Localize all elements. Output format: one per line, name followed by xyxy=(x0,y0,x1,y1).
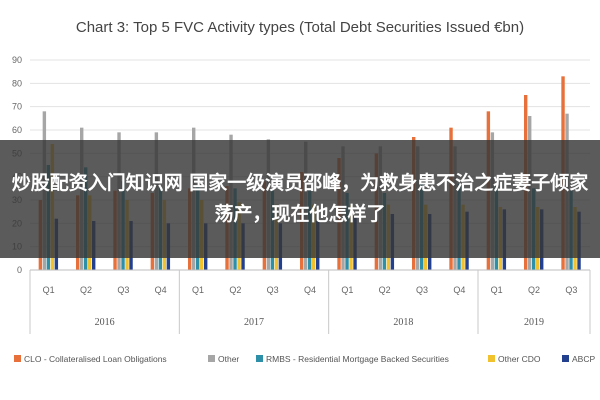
x-tick-label: Q2 xyxy=(80,285,92,295)
y-tick-label: 0 xyxy=(17,265,22,275)
year-label: 2016 xyxy=(95,317,115,328)
year-label: 2018 xyxy=(393,317,413,328)
x-tick-label: Q3 xyxy=(565,285,577,295)
legend-swatch xyxy=(14,355,21,362)
y-tick-label: 70 xyxy=(12,102,22,112)
x-tick-label: Q4 xyxy=(304,285,316,295)
x-tick-label: Q3 xyxy=(117,285,129,295)
y-tick-label: 90 xyxy=(12,55,22,65)
x-axis: Q1 Q2 Q3 Q4 Q1 Q2 Q3 Q4 Q1 Q2 Q3 Q4 Q1 Q2 Q3 2016 2017 20… xyxy=(29,269,591,334)
legend-swatch xyxy=(562,355,569,362)
legend-label: CLO - Collateralised Loan Obligations xyxy=(24,354,167,364)
x-tick-label: Q1 xyxy=(43,285,55,295)
legend-swatch xyxy=(488,355,495,362)
legend-swatch xyxy=(256,355,263,362)
legend-label: ABCP xyxy=(572,354,595,364)
y-tick-label: 60 xyxy=(12,125,22,135)
legend-swatch xyxy=(208,355,215,362)
legend: CLO - Collateralised Loan Obligations Oth… xyxy=(14,354,595,364)
legend-label: Other CDO xyxy=(498,354,541,364)
x-tick-label: Q1 xyxy=(192,285,204,295)
x-tick-label: Q2 xyxy=(528,285,540,295)
headline-text: 炒股配资入门知识网 国家一级演员邵峰，为救身患不治之症妻子倾家荡产，现在他怎样了 xyxy=(11,172,589,225)
x-tick-label: Q3 xyxy=(267,285,279,295)
year-label: 2019 xyxy=(524,317,544,328)
x-tick-label: Q1 xyxy=(491,285,503,295)
year-label: 2017 xyxy=(244,317,264,328)
x-tick-label: Q1 xyxy=(341,285,353,295)
x-tick-label: Q3 xyxy=(416,285,428,295)
x-tick-label: Q2 xyxy=(379,285,391,295)
x-tick-label: Q2 xyxy=(229,285,241,295)
legend-label: Other xyxy=(218,354,239,364)
x-tick-label: Q4 xyxy=(155,285,167,295)
legend-label: RMBS - Residential Mortgage Backed Secur… xyxy=(266,354,449,364)
y-tick-label: 80 xyxy=(12,78,22,88)
chart-title: Chart 3: Top 5 FVC Activity types (Total… xyxy=(76,19,524,36)
x-tick-label: Q4 xyxy=(453,285,465,295)
headline-banner[interactable]: 炒股配资入门知识网 国家一级演员邵峰，为救身患不治之症妻子倾家荡产，现在他怎样了 xyxy=(0,140,600,258)
